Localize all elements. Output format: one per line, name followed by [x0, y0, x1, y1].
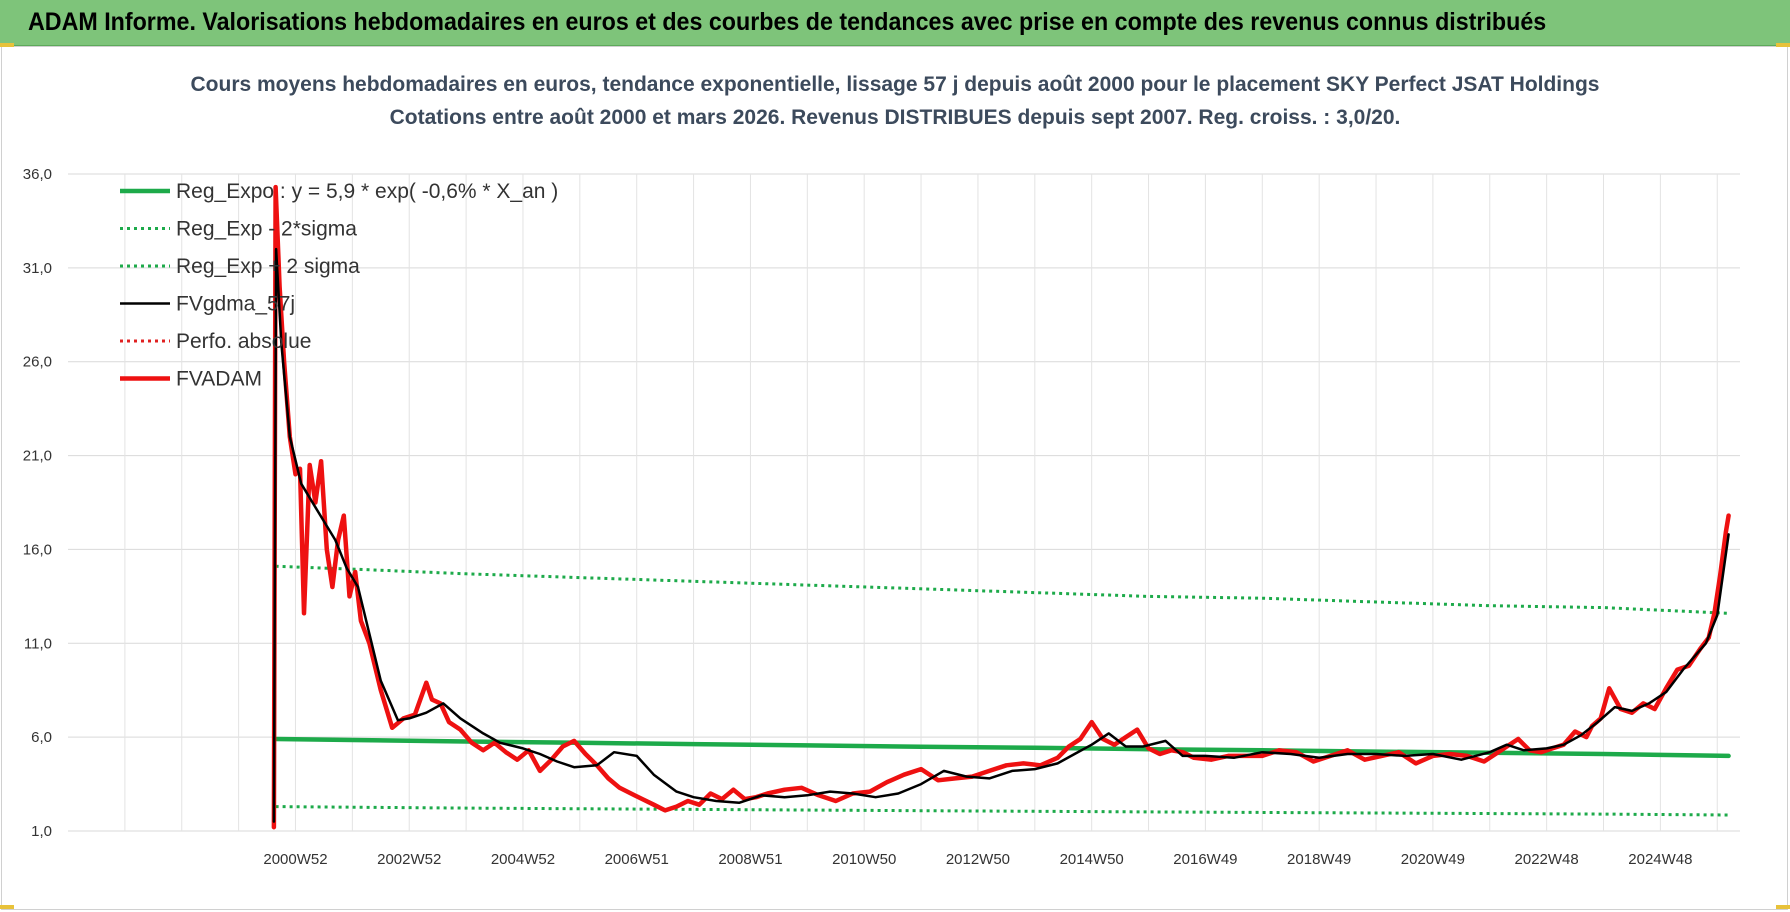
frame-corner-marker — [0, 905, 14, 909]
report-banner-title: ADAM Informe. Valorisations hebdomadaire… — [28, 8, 1547, 36]
y-tick-label: 26,0 — [23, 354, 52, 371]
series-line-5 — [271, 184, 1731, 830]
chart-legend: Reg_Expo : y = 5,9 * exp( -0,6% * X_an )… — [120, 180, 558, 391]
y-tick-label: 6,0 — [31, 729, 52, 746]
x-tick-label: 2024W48 — [1628, 851, 1692, 868]
y-tick-label: 31,0 — [23, 260, 52, 277]
series-line-0 — [273, 736, 1731, 759]
x-tick-label: 2008W51 — [718, 851, 782, 868]
x-tick-label: 2002W52 — [377, 851, 441, 868]
chart-title: Cours moyens hebdomadaires en euros, ten… — [190, 73, 1600, 96]
chart-axes: 36,0 31,0 26,0 21,0 16,0 11,0 6,0 1,0 2000W52 200… — [23, 166, 1693, 868]
x-tick-label: 2012W50 — [946, 851, 1010, 868]
chart-grid — [68, 173, 1740, 832]
series-line-3 — [272, 247, 1730, 823]
x-tick-label: 2018W49 — [1287, 851, 1351, 868]
frame-corner-marker — [0, 43, 14, 47]
x-tick-label: 2006W51 — [605, 851, 669, 868]
x-tick-label: 2004W52 — [491, 851, 555, 868]
y-tick-label: 1,0 — [31, 823, 52, 840]
y-tick-label: 36,0 — [23, 166, 52, 183]
legend-label: FVADAM — [176, 368, 262, 391]
x-tick-label: 2014W50 — [1060, 851, 1124, 868]
legend-label: FVgdma_57j — [176, 293, 295, 316]
x-tick-label: 2010W50 — [832, 851, 896, 868]
x-tick-label: 2022W48 — [1515, 851, 1579, 868]
x-tick-label: 2000W52 — [263, 851, 327, 868]
x-tick-label: 2020W49 — [1401, 851, 1465, 868]
frame-corner-marker — [1776, 905, 1790, 909]
y-tick-label: 11,0 — [24, 635, 52, 652]
x-tick-label: 2016W49 — [1173, 851, 1237, 868]
report-banner: ADAM Informe. Valorisations hebdomadaire… — [0, 0, 1790, 46]
legend-label: Reg_Exp - 2*sigma — [176, 218, 357, 241]
series-line-2 — [275, 564, 1729, 615]
chart-frame — [1, 46, 1788, 910]
chart-series — [271, 184, 1731, 830]
legend-label: Perfo. absolue — [176, 330, 311, 353]
y-tick-label: 21,0 — [23, 448, 52, 465]
frame-corner-marker — [1776, 43, 1790, 47]
legend-label: Reg_Expo : y = 5,9 * exp( -0,6% * X_an ) — [176, 180, 558, 203]
y-tick-label: 16,0 — [23, 541, 52, 558]
series-line-1 — [275, 805, 1729, 817]
chart-subtitle: Cotations entre août 2000 et mars 2026. … — [389, 106, 1401, 129]
legend-label: Reg_Exp + 2 sigma — [176, 255, 360, 278]
